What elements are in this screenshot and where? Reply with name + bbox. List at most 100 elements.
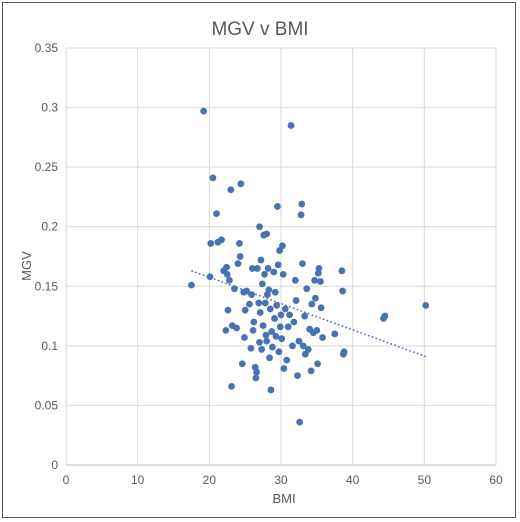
data-points	[188, 107, 430, 426]
data-point	[278, 335, 286, 343]
data-point	[268, 328, 276, 335]
data-point	[207, 239, 215, 247]
data-point	[291, 276, 299, 284]
data-point	[241, 306, 249, 314]
data-point	[276, 323, 284, 331]
data-point	[263, 337, 271, 345]
data-point	[231, 285, 238, 293]
data-point	[253, 368, 261, 376]
y-tick-label: 0.05	[35, 398, 59, 412]
scatter-chart: MGV v BMI 0 0.05 0.1 0.15 0.2 0.25 0.3 0.35 0 10…	[19, 19, 503, 506]
data-point	[236, 253, 244, 260]
data-point	[233, 324, 240, 332]
data-point	[311, 276, 319, 284]
chart-title: MGV v BMI	[211, 19, 308, 40]
data-point	[308, 300, 316, 308]
data-point	[339, 287, 347, 295]
data-point	[213, 210, 220, 218]
y-tick-label: 0.25	[35, 160, 59, 174]
x-tick-label: 40	[346, 473, 360, 487]
data-point	[266, 354, 273, 362]
data-point	[289, 342, 296, 350]
data-point	[315, 265, 323, 272]
data-point	[269, 343, 276, 351]
data-point	[270, 268, 278, 276]
data-point	[275, 348, 283, 356]
x-tick-label: 10	[131, 473, 145, 487]
data-point	[236, 239, 243, 247]
x-axis-ticks: 0 10 20 30 40 50 60	[63, 473, 503, 487]
data-point	[243, 287, 251, 295]
data-point	[248, 291, 256, 299]
data-point	[227, 186, 235, 194]
data-point	[284, 323, 292, 331]
y-tick-label: 0.35	[35, 41, 59, 55]
x-tick-label: 50	[418, 473, 432, 487]
data-point	[271, 288, 279, 296]
data-point	[319, 334, 326, 341]
data-point	[290, 318, 298, 326]
data-point	[247, 344, 255, 352]
data-point	[280, 365, 288, 372]
data-point	[286, 311, 293, 319]
data-point	[226, 276, 233, 284]
data-point	[281, 305, 289, 313]
data-point	[274, 261, 282, 269]
y-tick-label: 0.15	[35, 279, 59, 293]
data-point	[258, 280, 266, 288]
data-point	[222, 326, 230, 334]
y-tick-label: 0	[51, 458, 58, 472]
x-tick-label: 60	[489, 473, 503, 487]
x-tick-label: 30	[274, 473, 288, 487]
data-point	[312, 294, 319, 302]
data-point	[298, 200, 306, 208]
data-point	[237, 180, 245, 188]
data-point	[317, 278, 324, 285]
data-point	[256, 223, 263, 231]
data-point	[261, 299, 269, 307]
data-point	[301, 312, 309, 320]
data-point	[224, 306, 232, 314]
data-point	[262, 331, 270, 339]
data-point	[273, 301, 281, 309]
data-point	[223, 263, 230, 271]
data-point	[314, 360, 321, 368]
data-point	[338, 267, 346, 275]
data-point	[274, 203, 281, 210]
data-point	[218, 236, 225, 244]
data-point	[294, 372, 301, 380]
data-point	[307, 367, 315, 375]
x-tick-label: 0	[63, 473, 70, 487]
data-point	[249, 326, 257, 334]
data-point	[317, 304, 325, 312]
data-point	[381, 312, 389, 320]
data-point	[299, 260, 306, 268]
data-point	[265, 286, 273, 294]
y-tick-label: 0.3	[41, 101, 58, 115]
data-point	[264, 265, 272, 272]
data-point	[234, 260, 242, 268]
data-point	[258, 346, 266, 353]
data-point	[303, 285, 311, 293]
data-point	[422, 301, 430, 309]
data-point	[228, 382, 235, 390]
data-point	[272, 332, 280, 340]
data-point	[287, 122, 295, 129]
data-point	[261, 270, 268, 278]
data-point	[252, 374, 260, 382]
y-axis-ticks: 0 0.05 0.1 0.15 0.2 0.25 0.3 0.35	[35, 41, 59, 472]
data-point	[253, 265, 261, 272]
data-point	[256, 309, 264, 316]
data-point	[283, 356, 291, 364]
data-point	[246, 300, 253, 308]
data-point	[200, 107, 208, 115]
data-point	[331, 330, 339, 338]
data-point	[206, 273, 214, 281]
data-point	[279, 270, 287, 278]
trendline	[191, 270, 427, 358]
data-point	[209, 174, 217, 182]
data-point	[255, 299, 263, 307]
data-point	[238, 360, 246, 368]
y-tick-label: 0.2	[41, 220, 58, 234]
data-point	[340, 348, 348, 356]
